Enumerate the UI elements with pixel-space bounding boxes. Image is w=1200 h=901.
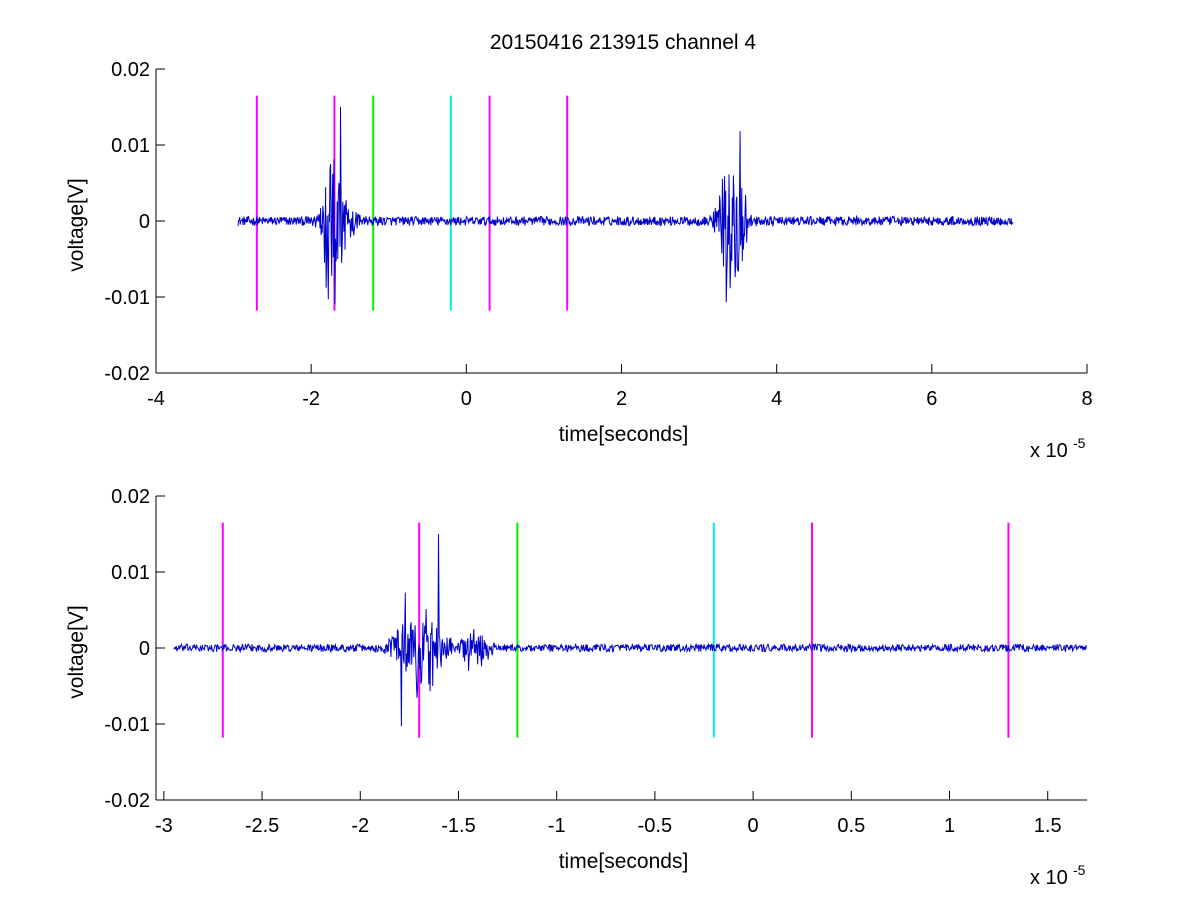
figure-title: 20150416 213915 channel 4 xyxy=(490,31,757,54)
chart1-x-multiplier-label: x 10 xyxy=(1030,440,1068,462)
chart1-y-tick-label: -0.01 xyxy=(104,287,150,309)
chart1-y-axis-label: voltage[V] xyxy=(65,178,88,271)
chart2-y-axis-label: voltage[V] xyxy=(65,605,88,698)
chart2-x-tick-label: -1 xyxy=(548,815,566,837)
chart1-x-tick-label: -4 xyxy=(147,388,165,410)
chart2-x-axis-label: time[seconds] xyxy=(559,850,689,873)
chart2-x-tick-label: 0.5 xyxy=(837,815,865,837)
chart1-y-tick-label: 0.01 xyxy=(111,135,150,157)
chart1-x-tick-label: 8 xyxy=(1081,388,1092,410)
chart2-y-tick-label: 0.01 xyxy=(111,562,150,584)
chart2-x-tick-label: -2.5 xyxy=(245,815,279,837)
chart2-x-tick-label: -1.5 xyxy=(441,815,475,837)
chart2-x-tick-label: -2 xyxy=(351,815,369,837)
chart1-x-axis-label: time[seconds] xyxy=(559,423,689,446)
chart2-x-tick-label: 1 xyxy=(944,815,955,837)
chart1-x-exponent-label: -5 xyxy=(1073,435,1086,451)
chart2-x-multiplier-label: x 10 xyxy=(1030,867,1068,889)
chart2-y-tick-label: -0.02 xyxy=(104,790,150,812)
chart2-x-tick-label: -3 xyxy=(155,815,173,837)
chart2-x-tick-label: 1.5 xyxy=(1034,815,1062,837)
chart2-x-tick-label: -0.5 xyxy=(638,815,672,837)
chart1-x-tick-label: -2 xyxy=(302,388,320,410)
chart1-x-tick-label: 0 xyxy=(461,388,472,410)
chart1-x-tick-label: 6 xyxy=(926,388,937,410)
chart1-x-tick-label: 2 xyxy=(616,388,627,410)
chart1-signal-trace xyxy=(237,106,1014,305)
chart2-x-tick-label: 0 xyxy=(748,815,759,837)
chart1-y-tick-label: -0.02 xyxy=(104,363,150,385)
chart1-x-tick-label: 4 xyxy=(771,388,782,410)
chart2-signal-trace xyxy=(173,533,1087,727)
chart2-y-tick-label: 0.02 xyxy=(111,486,150,508)
chart2-x-exponent-label: -5 xyxy=(1073,862,1086,878)
chart1-y-tick-label: 0 xyxy=(139,211,150,233)
chart1-y-tick-label: 0.02 xyxy=(111,59,150,81)
chart2-y-tick-label: 0 xyxy=(139,638,150,660)
chart2-y-tick-label: -0.01 xyxy=(104,714,150,736)
